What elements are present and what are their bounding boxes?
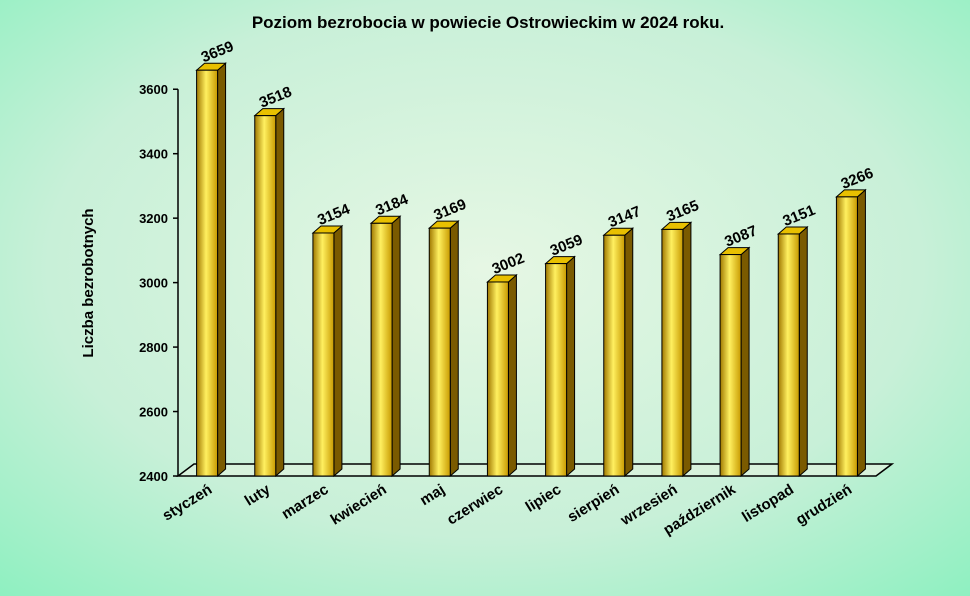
y-tick-label: 2400 (139, 469, 168, 484)
y-tick-label: 3600 (139, 82, 168, 97)
y-tick-label: 3400 (139, 147, 168, 162)
bar-face (449, 220, 459, 478)
y-tick-label: 2600 (139, 405, 168, 420)
bar (427, 220, 460, 478)
bar (253, 107, 286, 478)
bar-face (603, 234, 626, 477)
bar (486, 273, 518, 478)
bar (776, 225, 809, 478)
bar-face (798, 225, 808, 478)
bar-face (196, 69, 219, 477)
bar-face (545, 263, 568, 477)
bar-face (312, 232, 335, 477)
bar (660, 221, 693, 478)
bar-face (719, 254, 742, 477)
bar-face (661, 228, 684, 477)
bar-face (740, 246, 750, 478)
bar-face (624, 227, 634, 478)
bar-face (254, 115, 277, 477)
bar-face (217, 62, 227, 478)
bar-face (856, 188, 866, 478)
bar-face (835, 196, 858, 477)
bar (835, 188, 867, 478)
bar (195, 62, 227, 478)
floor (175, 463, 895, 477)
bar-face (777, 233, 800, 477)
bar-face (370, 222, 393, 477)
bar (369, 215, 402, 478)
bar-face (275, 107, 285, 478)
bar (602, 227, 635, 478)
bar-face (486, 281, 509, 477)
bar-face (507, 273, 517, 478)
y-tick-label: 2800 (139, 340, 168, 355)
bar (718, 246, 751, 478)
y-axis-label: Liczba bezrobotnych (80, 208, 97, 357)
y-tick-label: 3000 (139, 276, 168, 291)
bar (311, 224, 344, 478)
bar-face (682, 221, 692, 478)
bar-face (428, 227, 451, 477)
bar (544, 255, 576, 478)
bar-face (333, 224, 343, 478)
bar-face (566, 255, 576, 478)
y-tick-label: 3200 (139, 211, 168, 226)
chart-title: Poziom bezrobocia w powiecie Ostrowiecki… (252, 13, 724, 32)
bar-face (391, 215, 401, 478)
